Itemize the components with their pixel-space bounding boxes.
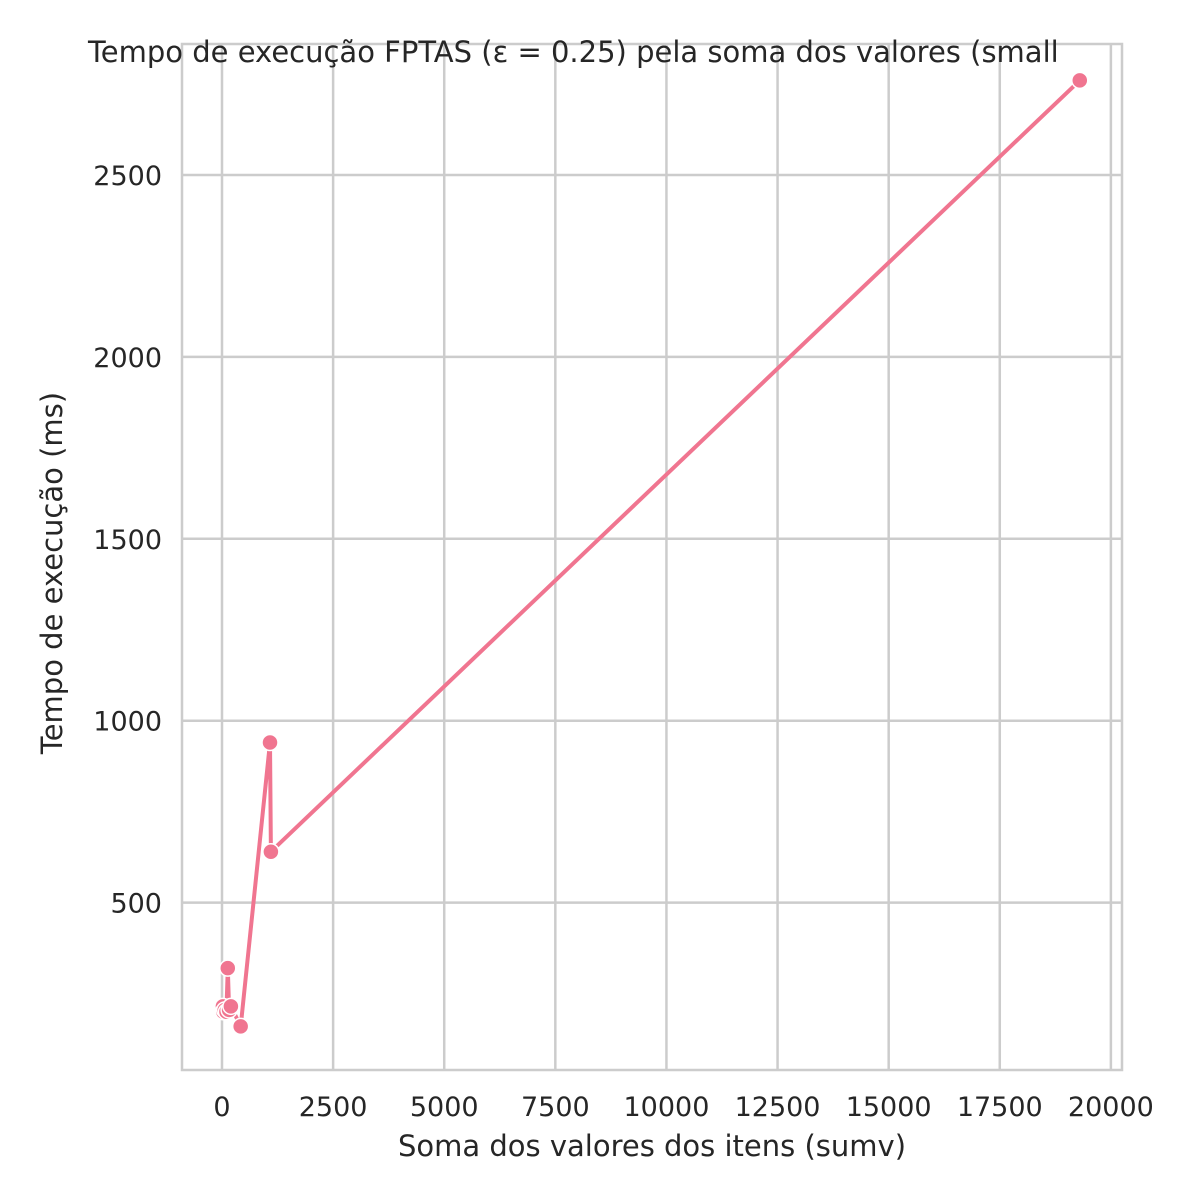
- data-point: [262, 842, 280, 861]
- series-layer: [214, 71, 1089, 1036]
- tick-layer: 0 2500 5000 7500 10000 12500 15000 17500 20000 50…: [93, 161, 1154, 1123]
- x-tick-label: 12500: [735, 1092, 821, 1123]
- data-point: [231, 1017, 250, 1036]
- x-tick-label: 0: [213, 1092, 230, 1123]
- y-tick-label: 1000: [93, 707, 162, 738]
- grid: [182, 44, 1122, 1070]
- data-point: [219, 959, 237, 977]
- chart-title: Tempo de execução FPTAS (ε = 0.25) pela …: [87, 35, 1059, 69]
- y-tick-label: 2000: [93, 343, 162, 374]
- x-tick-label: 2500: [299, 1092, 368, 1123]
- x-tick-label: 7500: [521, 1092, 590, 1123]
- y-tick-label: 1500: [93, 525, 162, 556]
- y-axis-label: Tempo de execução (ms): [35, 392, 69, 755]
- plot-frame: [180, 42, 1124, 1072]
- x-tick-label: 17500: [957, 1092, 1043, 1123]
- x-tick-label: 15000: [846, 1092, 932, 1123]
- data-point: [261, 733, 279, 752]
- x-tick-label: 10000: [623, 1092, 709, 1123]
- y-tick-label: 500: [110, 889, 162, 920]
- y-tick-label: 2500: [93, 161, 162, 192]
- data-point: [222, 997, 240, 1016]
- data-point: [1071, 71, 1089, 90]
- x-tick-label: 5000: [410, 1092, 479, 1123]
- x-axis-label: Soma dos valores dos itens (sumv): [398, 1129, 906, 1163]
- x-tick-label: 20000: [1068, 1092, 1154, 1123]
